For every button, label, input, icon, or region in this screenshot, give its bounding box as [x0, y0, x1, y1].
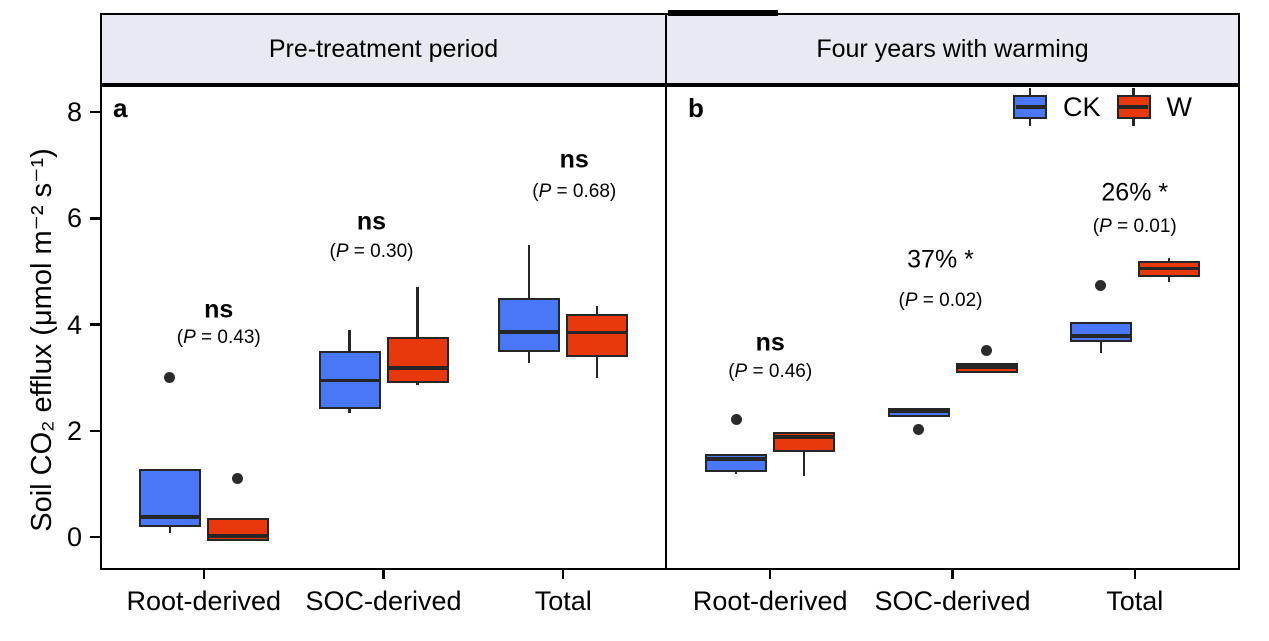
annotation-pvalue: (P = 0.43) — [176, 327, 261, 349]
whisker-low — [348, 408, 351, 414]
y-tick-label: 0 — [66, 522, 82, 552]
strip-border-artifact — [668, 10, 778, 16]
x-tick — [768, 570, 772, 579]
annotation-pvalue: (P = 0.68) — [532, 181, 617, 203]
whisker-low — [802, 452, 806, 476]
median-line — [775, 435, 834, 439]
outlier-point — [232, 473, 244, 485]
box-w — [386, 336, 449, 383]
whisker-low — [1167, 276, 1171, 282]
legend-boxplot-glyph — [1116, 88, 1152, 126]
annotation-label: ns — [204, 295, 234, 324]
y-tick — [90, 323, 100, 326]
whisker-low — [527, 352, 531, 363]
x-tick — [1133, 570, 1137, 579]
x-tick — [202, 570, 205, 579]
legend-label: CK — [1063, 91, 1101, 122]
box-ck — [498, 297, 561, 353]
whisker-high — [595, 305, 599, 314]
legend: CK W — [1012, 88, 1192, 126]
median-line — [957, 365, 1016, 369]
x-tick-label: SOC-derived — [305, 586, 462, 616]
median-line — [889, 409, 948, 414]
whisker-high — [348, 329, 351, 352]
legend-glyph-median — [1119, 105, 1149, 109]
x-tick — [382, 570, 385, 579]
legend-item-ck: CK — [1012, 88, 1101, 126]
legend-item-w: W — [1116, 88, 1192, 126]
median-line — [388, 366, 447, 370]
y-tick — [90, 110, 100, 114]
facet-strip-pretreatment: Pre-treatment period — [100, 13, 667, 85]
annotation-label: 26% * — [1101, 178, 1169, 207]
y-tick-label: 8 — [66, 97, 82, 127]
legend-label: W — [1166, 91, 1192, 122]
x-tick-label: Total — [1106, 586, 1164, 616]
x-tick — [951, 570, 954, 579]
outlier-point — [981, 344, 992, 356]
y-tick-label: 2 — [66, 415, 82, 446]
facet-strip-title: Four years with warming — [816, 34, 1089, 63]
annotation-label: ns — [356, 207, 387, 236]
outlier-point — [913, 423, 924, 435]
annotation-pvalue: (P = 0.01) — [1092, 215, 1177, 237]
x-tick-label: Root-derived — [126, 586, 282, 616]
panel-letter-b: b — [688, 93, 704, 123]
whisker-high — [527, 244, 531, 298]
y-tick — [90, 535, 100, 539]
facet-strip-warming: Four years with warming — [665, 13, 1240, 85]
legend-boxplot-glyph — [1012, 88, 1048, 126]
median-line — [568, 330, 627, 335]
whisker-low — [734, 472, 738, 475]
median-line — [707, 457, 766, 461]
legend-glyph-median — [1015, 105, 1045, 109]
box-ck — [1069, 321, 1132, 343]
median-line — [1139, 266, 1198, 271]
whisker-high — [416, 286, 419, 337]
outlier-point — [164, 372, 176, 384]
facet-strip-title: Pre-treatment period — [268, 34, 499, 63]
median-line — [1071, 334, 1130, 338]
annotation-pvalue: (P = 0.30) — [329, 241, 414, 263]
annotation-label: 37% * — [907, 245, 974, 274]
y-tick-label: 6 — [66, 203, 82, 234]
annotation-label: ns — [755, 328, 785, 357]
y-tick — [90, 217, 100, 220]
y-tick-label: 4 — [66, 309, 82, 340]
median-line — [208, 534, 267, 538]
panel-b-area — [665, 85, 1240, 570]
y-tick — [90, 429, 100, 432]
annotation-pvalue: (P = 0.46) — [728, 360, 813, 382]
whisker-high — [1167, 258, 1171, 261]
median-line — [320, 378, 379, 383]
annotation-pvalue: (P = 0.02) — [898, 290, 983, 312]
box-w — [566, 313, 629, 357]
median-line — [500, 330, 559, 334]
panel-letter-a: a — [113, 93, 128, 123]
box-w — [206, 518, 269, 542]
whisker-low — [416, 382, 419, 386]
whisker-low — [595, 356, 599, 378]
outlier-point — [730, 413, 742, 425]
x-tick-label: Root-derived — [692, 586, 848, 616]
x-tick — [561, 570, 565, 579]
box-ck — [138, 469, 201, 528]
whisker-low — [168, 527, 171, 533]
x-tick-label: SOC-derived — [874, 586, 1031, 616]
x-tick-label: Total — [534, 586, 592, 616]
median-line — [140, 515, 199, 519]
outlier-point — [1095, 280, 1107, 292]
whisker-low — [1099, 342, 1103, 353]
annotation-label: ns — [559, 145, 589, 174]
